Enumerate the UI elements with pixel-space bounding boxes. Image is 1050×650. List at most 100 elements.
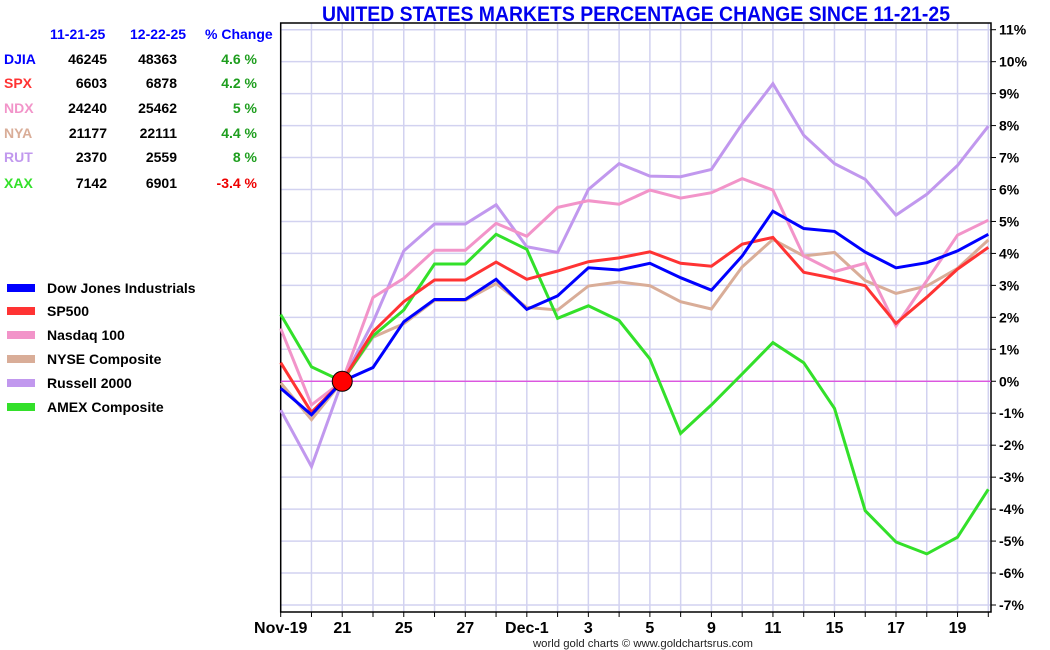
row-start-value: 24240	[68, 100, 107, 116]
series-line-rut	[279, 81, 990, 471]
y-tick-label: 11%	[999, 22, 1027, 38]
table-row: DJIA 46245 48363 4.6 %	[4, 51, 258, 67]
legend-item-nya: NYSE Composite	[7, 351, 162, 367]
row-symbol: NDX	[4, 100, 34, 116]
y-tick-label: 9%	[999, 86, 1020, 102]
footer-credit: world gold charts © www.goldchartsrus.co…	[532, 638, 753, 650]
x-tick-label: 27	[456, 620, 474, 637]
header-change: % Change	[205, 26, 273, 42]
x-tick-label: 21	[333, 620, 351, 637]
legend: Dow Jones Industrials SP500 Nasdaq 100 N…	[7, 280, 196, 415]
legend-swatch	[7, 331, 35, 339]
legend-item-rut: Russell 2000	[7, 375, 132, 391]
y-tick-label: 5%	[999, 213, 1020, 229]
y-tick-label: 1%	[999, 341, 1020, 357]
y-tick-label: -6%	[999, 565, 1024, 581]
x-tick-label: 3	[584, 620, 593, 637]
y-tick-label: -3%	[999, 469, 1024, 485]
table-row: SPX 6603 6878 4.2 %	[4, 75, 258, 91]
row-start-value: 21177	[69, 125, 107, 141]
series-line-xax	[279, 232, 990, 556]
grid	[279, 23, 991, 612]
table-header: 11-21-25 12-22-25 % Change	[50, 26, 273, 42]
table-row: XAX 7142 6901 -3.4 %	[4, 175, 258, 191]
legend-swatch	[7, 379, 35, 387]
x-tick-label: 11	[764, 620, 781, 637]
row-change: 4.4 %	[221, 125, 257, 141]
legend-label: Dow Jones Industrials	[47, 280, 196, 296]
series-line-nya	[279, 237, 990, 422]
y-tick-label: -2%	[999, 437, 1024, 453]
x-tick-label: Dec-1	[505, 620, 549, 637]
y-tick-label: 0%	[999, 373, 1020, 389]
table-row: RUT 2370 2559 8 %	[4, 149, 258, 165]
series-line-spx	[279, 235, 990, 415]
x-tick-label: 19	[949, 620, 967, 637]
reference-point-marker	[331, 370, 353, 392]
x-tick-label: 9	[707, 620, 716, 637]
legend-swatch	[7, 403, 35, 411]
x-tick-label: 25	[395, 620, 413, 637]
row-change: 8 %	[233, 149, 258, 165]
row-symbol: SPX	[4, 75, 33, 91]
series-lines	[279, 81, 990, 556]
row-end-value: 6901	[146, 175, 177, 191]
axes: Nov-19 21 25 27 Dec-1 3 5 9 11 15 17 19 11% 10% 9% 8% 7%…	[254, 22, 1028, 637]
y-tick-label: 2%	[999, 309, 1020, 325]
y-tick-label: -5%	[999, 533, 1024, 549]
row-end-value: 2559	[146, 149, 177, 165]
y-tick-label: 10%	[999, 54, 1028, 70]
y-tick-label: 8%	[999, 118, 1020, 134]
y-tick-label: -7%	[999, 597, 1024, 613]
x-tick-label: 17	[887, 620, 905, 637]
row-start-value: 7142	[76, 175, 107, 191]
x-tick-label: 5	[645, 620, 654, 637]
legend-label: Nasdaq 100	[47, 327, 125, 343]
reference-marker-layer	[331, 370, 353, 392]
row-symbol: NYA	[4, 125, 32, 141]
legend-label: NYSE Composite	[47, 351, 162, 367]
legend-label: SP500	[47, 303, 89, 319]
legend-label: AMEX Composite	[47, 399, 164, 415]
legend-swatch	[7, 307, 35, 315]
row-change: -3.4 %	[217, 175, 258, 191]
x-tick-label: 15	[826, 620, 844, 637]
row-end-value: 48363	[138, 51, 177, 67]
y-tick-label: 6%	[999, 182, 1020, 198]
y-tick-label: 4%	[999, 245, 1020, 261]
table-row: NDX 24240 25462 5 %	[4, 100, 258, 116]
summary-table: 11-21-25 12-22-25 % Change DJIA 46245 48…	[4, 26, 273, 191]
y-tick-label: -4%	[999, 501, 1024, 517]
row-start-value: 2370	[76, 149, 107, 165]
chart-title: UNITED STATES MARKETS PERCENTAGE CHANGE …	[322, 3, 950, 26]
row-change: 5 %	[233, 100, 258, 116]
row-symbol: RUT	[4, 149, 33, 165]
y-tick-label: -1%	[999, 405, 1024, 421]
legend-item-ndx: Nasdaq 100	[7, 327, 125, 343]
y-tick-label: 7%	[999, 150, 1020, 166]
row-symbol: XAX	[4, 175, 33, 191]
legend-item-spx: SP500	[7, 303, 89, 319]
y-tick-label: 3%	[999, 277, 1020, 293]
legend-label: Russell 2000	[47, 375, 132, 391]
legend-item-djia: Dow Jones Industrials	[7, 280, 196, 296]
series-line-ndx	[279, 176, 989, 408]
row-change: 4.6 %	[221, 51, 257, 67]
row-end-value: 25462	[138, 100, 177, 116]
row-end-value: 6878	[146, 75, 177, 91]
table-row: NYA 21177 22111 4.4 %	[4, 125, 258, 141]
x-tick-label: Nov-19	[254, 620, 307, 637]
row-end-value: 22111	[140, 125, 178, 141]
header-start-date: 11-21-25	[50, 26, 105, 42]
row-change: 4.2 %	[221, 75, 257, 91]
row-start-value: 46245	[68, 51, 107, 67]
row-symbol: DJIA	[4, 51, 36, 67]
legend-swatch	[7, 355, 35, 363]
series-line-djia	[279, 209, 990, 417]
header-end-date: 12-22-25	[130, 26, 186, 42]
row-start-value: 6603	[76, 75, 107, 91]
legend-item-xax: AMEX Composite	[7, 399, 164, 415]
legend-swatch	[7, 284, 35, 292]
